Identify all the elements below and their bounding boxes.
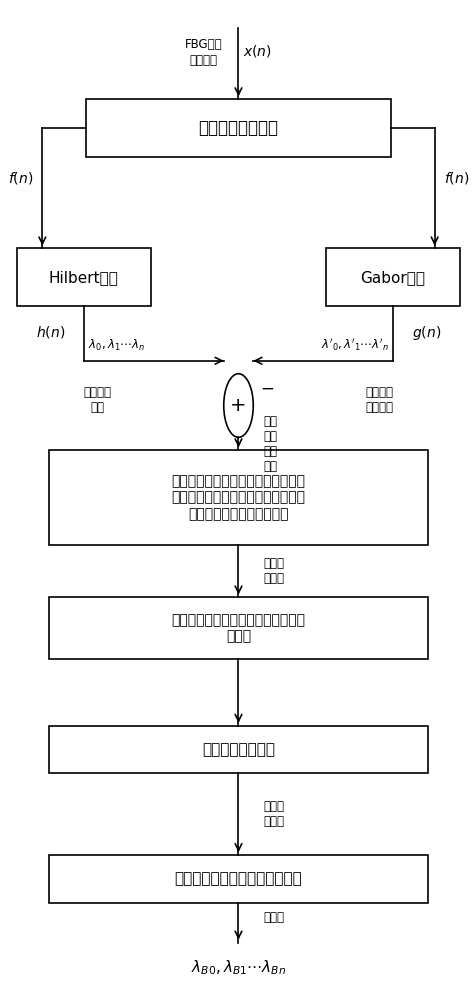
Text: $-$: $-$ — [259, 379, 274, 397]
Text: $\lambda_0,\lambda_1\cdots\lambda_n$: $\lambda_0,\lambda_1\cdots\lambda_n$ — [89, 338, 145, 353]
Bar — [49, 450, 427, 545]
Bar — [86, 99, 390, 157]
Text: $x(n)$: $x(n)$ — [243, 43, 271, 59]
Text: $f(n)$: $f(n)$ — [8, 170, 33, 186]
Text: FBG光谱
原始信号: FBG光谱 原始信号 — [184, 38, 222, 66]
Text: 峰值区
域分割: 峰值区 域分割 — [263, 557, 284, 585]
Text: 指数修正高斯拟合方法精确寻峰: 指数修正高斯拟合方法精确寻峰 — [174, 871, 302, 886]
Bar — [17, 248, 150, 306]
Text: 确定
右边
带分
割点: 确定 右边 带分 割点 — [263, 415, 278, 473]
Bar — [49, 597, 427, 659]
Text: 谱峰左边
带分割点: 谱峰左边 带分割点 — [365, 386, 392, 414]
Bar — [49, 855, 427, 903]
Text: $g(n)$: $g(n)$ — [411, 324, 440, 342]
Text: 峰值点: 峰值点 — [263, 911, 284, 924]
Text: +: + — [230, 396, 246, 415]
Text: Gabor滤波: Gabor滤波 — [360, 270, 425, 285]
Text: 五点滑动均值滤波: 五点滑动均值滤波 — [198, 119, 278, 137]
Text: $h(n)$: $h(n)$ — [36, 324, 65, 340]
Text: 初定位峰
值点: 初定位峰 值点 — [84, 386, 111, 414]
Bar — [49, 726, 427, 773]
Text: 以初定位点为中心，以峰值点与左边
带的分割点间间隔为步长，向右取同
样间隔，获得右边带分割点: 以初定位点为中心，以峰值点与左边 带的分割点间间隔为步长，向右取同 样间隔，获得… — [171, 474, 305, 521]
Text: 以左右分割点为边界，对多峰光谱进
行分割: 以左右分割点为边界，对多峰光谱进 行分割 — [171, 613, 305, 643]
Bar — [326, 248, 459, 306]
Text: 各谱峰的峰型判断: 各谱峰的峰型判断 — [201, 742, 275, 757]
Text: $\lambda'_0,\lambda'_1\cdots\lambda'_n$: $\lambda'_0,\lambda'_1\cdots\lambda'_n$ — [320, 336, 387, 353]
Text: 峰值精
确定位: 峰值精 确定位 — [263, 800, 284, 828]
Text: $\lambda_{B0},\lambda_{B1}\cdots\lambda_{Bn}$: $\lambda_{B0},\lambda_{B1}\cdots\lambda_… — [190, 958, 286, 977]
Text: Hilbert变换: Hilbert变换 — [49, 270, 119, 285]
Text: $f(n)$: $f(n)$ — [443, 170, 468, 186]
